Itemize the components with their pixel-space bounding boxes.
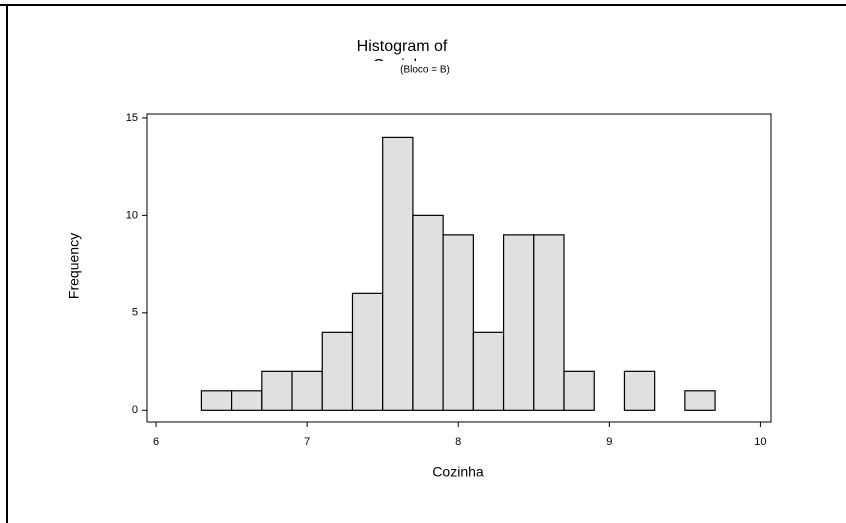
y-tick-label: 5 [132,307,138,319]
bar [623,370,656,411]
x-axis-label: Cozinha [432,464,484,480]
y-axis-label: Frequency [66,233,82,299]
x-tick-label: 10 [754,436,766,448]
bar [382,136,414,411]
bar [533,234,565,411]
title-mask [330,61,480,77]
plot-area [146,113,772,423]
x-tick-label: 6 [153,436,159,448]
x-tick-label: 8 [455,436,461,448]
bar [502,234,535,411]
bar [442,234,474,411]
chart-subtitle: (Bloco = B) [400,65,450,76]
bar [261,370,293,411]
bar [200,390,233,411]
bar [563,370,595,411]
bar [231,390,263,411]
x-tick-label: 7 [304,436,310,448]
y-tick-label: 15 [126,112,138,124]
bar [291,370,323,411]
bar [321,331,354,411]
chart-title: Histogram of [357,38,448,55]
bar [684,390,716,411]
y-tick-label: 10 [126,209,138,221]
bar [351,292,384,411]
bar [412,214,444,411]
y-tick-label: 0 [132,404,138,416]
x-tick-label: 9 [606,436,612,448]
bar [472,331,505,411]
